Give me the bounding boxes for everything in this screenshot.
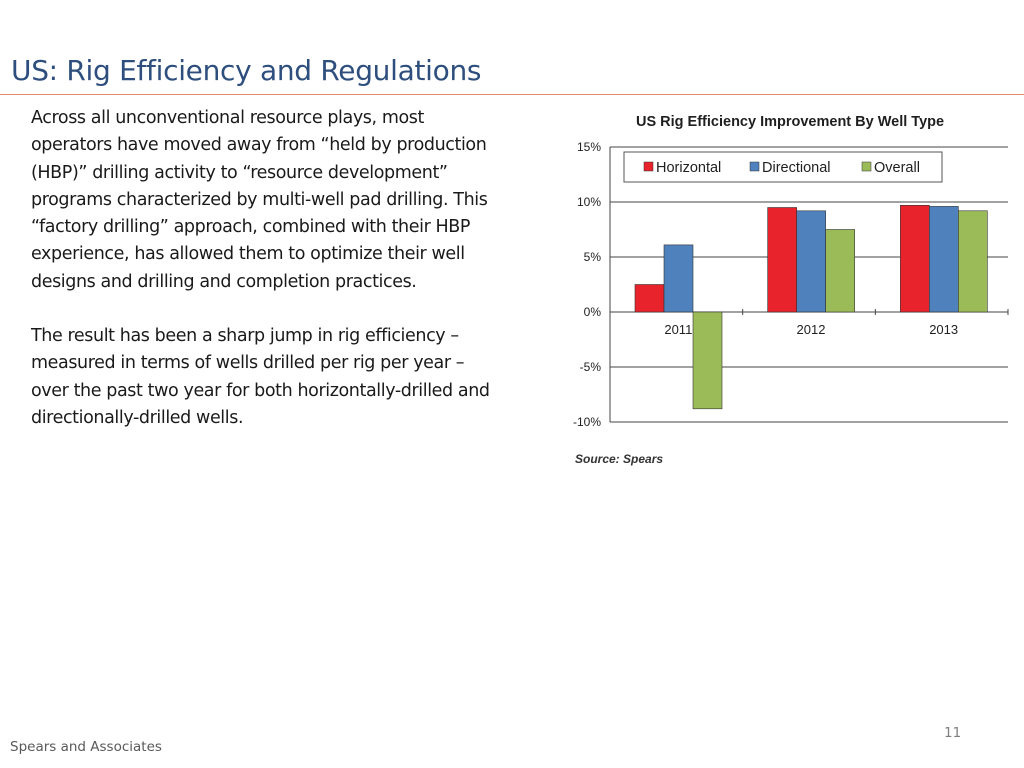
legend-box: [623, 151, 943, 183]
slide-title: US: Rig Efficiency and Regulations: [11, 54, 482, 87]
bar-horizontal-2012: [767, 207, 797, 313]
footer-company: Spears and Associates: [10, 739, 162, 755]
x-tick-label: 2012: [797, 322, 826, 337]
body-paragraph-2: The result has been a sharp jump in rig …: [31, 326, 490, 428]
chart-source: Source: Spears: [575, 452, 663, 466]
y-tick-label: -10%: [573, 415, 601, 429]
chart-title: US Rig Efficiency Improvement By Well Ty…: [636, 114, 944, 130]
bar-horizontal-2011: [634, 284, 665, 313]
y-tick-label: 0%: [584, 305, 602, 319]
page-number: 11: [944, 725, 962, 741]
legend-swatch-directional: [749, 161, 760, 172]
title-divider: [0, 94, 1024, 95]
bar-directional-2013: [929, 206, 959, 313]
rig-efficiency-chart: US Rig Efficiency Improvement By Well Ty…: [560, 100, 1020, 480]
bar-horizontal-2013: [900, 205, 930, 313]
bar-overall-2011: [692, 311, 723, 410]
bar-overall-2012: [825, 229, 855, 313]
bar-overall-2013: [958, 210, 988, 313]
bar-directional-2012: [796, 210, 826, 313]
bar-directional-2011: [663, 244, 694, 313]
legend-label-horizontal: Horizontal: [656, 160, 721, 176]
y-tick-label: 10%: [577, 195, 601, 209]
legend-label-overall: Overall: [874, 160, 920, 176]
body-text: Across all unconventional resource plays…: [31, 105, 496, 459]
chart-svg: US Rig Efficiency Improvement By Well Ty…: [573, 114, 1009, 466]
legend-label-directional: Directional: [762, 160, 831, 176]
x-tick-label: 2013: [929, 322, 958, 337]
y-tick-label: 5%: [584, 250, 602, 264]
legend-swatch-horizontal: [643, 161, 654, 172]
x-tick-label: 2011: [664, 322, 692, 337]
legend-swatch-overall: [861, 161, 872, 172]
body-paragraph-1: Across all unconventional resource plays…: [31, 108, 488, 292]
y-tick-label: -5%: [580, 360, 602, 374]
y-tick-label: 15%: [577, 140, 601, 154]
